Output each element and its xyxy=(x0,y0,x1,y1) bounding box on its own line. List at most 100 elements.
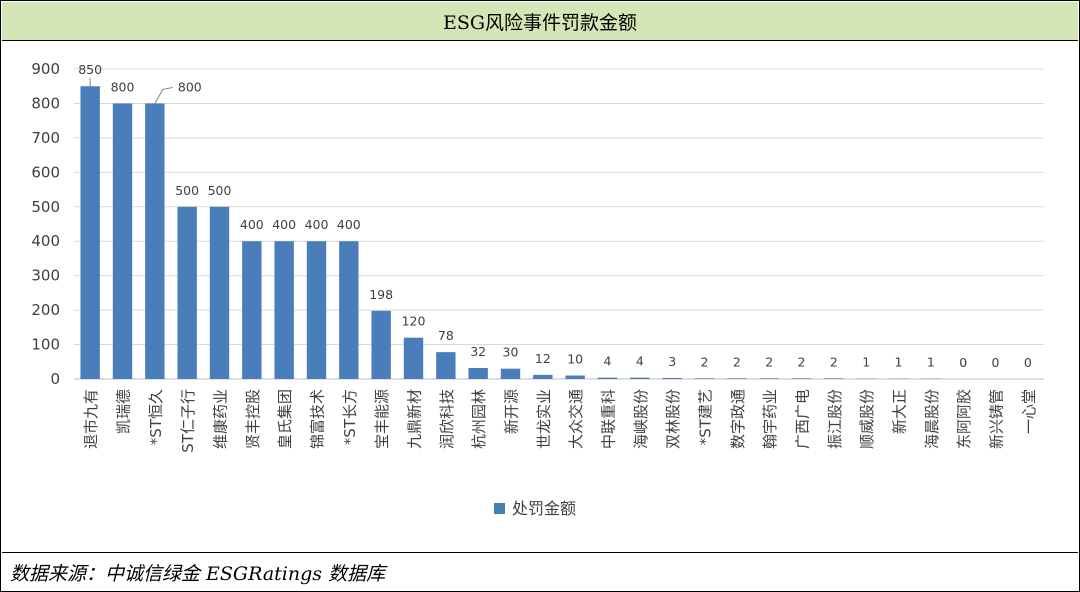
y-tick-label: 600 xyxy=(31,163,60,181)
bar xyxy=(791,378,812,379)
bar xyxy=(468,367,488,379)
x-category-label: 退市九有 xyxy=(82,389,100,449)
y-tick-label: 700 xyxy=(31,129,60,147)
data-label: 2 xyxy=(733,354,741,369)
data-label: 2 xyxy=(701,354,709,369)
data-label-leader xyxy=(154,86,173,104)
x-category-label: 海峡股份 xyxy=(632,389,650,449)
y-tick-label: 200 xyxy=(31,301,60,319)
x-category-label: 一心堂 xyxy=(1020,389,1038,434)
bar xyxy=(759,378,779,379)
bar xyxy=(630,377,650,379)
data-label: 2 xyxy=(765,354,773,369)
data-label: 2 xyxy=(798,354,806,369)
data-label: 400 xyxy=(337,217,361,232)
x-category-label: 新兴铸管 xyxy=(988,389,1006,449)
data-source-note: 数据来源：中诚信绿金 ESGRatings 数据库 xyxy=(2,552,1078,591)
y-tick-label: 0 xyxy=(50,370,60,388)
data-label: 120 xyxy=(402,314,426,329)
x-category-label: 世龙实业 xyxy=(535,389,553,449)
x-category-label: 维康药业 xyxy=(212,389,230,449)
bar xyxy=(727,378,747,379)
x-category-label: 大众交通 xyxy=(567,389,585,449)
x-category-label: 广西广电 xyxy=(794,389,812,449)
data-label: 198 xyxy=(369,287,393,302)
data-label: 78 xyxy=(438,328,454,343)
x-category-label: 皇氏集团 xyxy=(276,389,294,449)
y-tick-label: 900 xyxy=(31,60,60,78)
data-label: 30 xyxy=(503,345,519,360)
x-category-label: 新大正 xyxy=(891,389,909,434)
x-category-label: 双林股份 xyxy=(664,389,682,449)
x-category-label: *ST恒久 xyxy=(147,389,165,445)
x-category-label: 东阿阿胶 xyxy=(955,389,973,449)
x-category-label: 润欣科技 xyxy=(438,389,456,449)
x-category-label: 凯瑞德 xyxy=(115,389,133,434)
legend-label: 处罚金额 xyxy=(512,499,576,518)
x-category-label: 九鼎新材 xyxy=(406,389,424,449)
data-label: 0 xyxy=(959,355,967,370)
data-label: 500 xyxy=(175,183,199,198)
bar xyxy=(824,378,844,379)
data-label: 1 xyxy=(862,355,870,370)
x-category-label: *ST长方 xyxy=(341,389,359,445)
y-tick-label: 100 xyxy=(31,336,60,354)
data-label: 400 xyxy=(240,217,264,232)
data-label: 10 xyxy=(567,352,583,367)
data-label: 3 xyxy=(668,354,676,369)
x-category-label: 翰宇药业 xyxy=(761,389,779,449)
data-label: 2 xyxy=(830,354,838,369)
x-category-label: 杭州园林 xyxy=(470,389,488,449)
y-tick-label: 500 xyxy=(31,198,60,216)
x-category-label: 中联重科 xyxy=(600,389,618,449)
bar xyxy=(565,375,585,379)
x-category-label: ST仁子行 xyxy=(179,389,197,453)
x-category-label: 数字政通 xyxy=(729,389,747,449)
bar xyxy=(371,310,391,379)
bar xyxy=(177,206,197,379)
chart-title: ESG风险事件罚款金额 xyxy=(2,2,1078,41)
y-tick-label: 800 xyxy=(31,94,60,112)
bar xyxy=(80,86,100,379)
y-tick-label: 300 xyxy=(31,267,60,285)
data-label: 800 xyxy=(111,79,135,94)
data-label: 1 xyxy=(895,355,903,370)
bar xyxy=(112,103,133,379)
bar xyxy=(403,337,424,379)
bar xyxy=(339,241,359,379)
x-category-label: 海晨股份 xyxy=(923,389,941,449)
data-label: 32 xyxy=(470,344,486,359)
x-category-label: 顺威股份 xyxy=(858,389,876,449)
data-label: 400 xyxy=(305,217,329,232)
bar xyxy=(145,103,165,379)
x-category-label: 锦富技术 xyxy=(309,389,327,449)
legend-swatch xyxy=(494,503,505,514)
bar xyxy=(533,374,553,379)
x-category-label: *ST建艺 xyxy=(697,389,715,445)
data-label: 1 xyxy=(927,355,935,370)
chart-area: 0 100 200 300 400 500 600 700 800 900 850 退市九有 800 凯瑞… xyxy=(2,41,1078,551)
x-category-label: 宝丰能源 xyxy=(373,389,391,449)
bar xyxy=(662,377,682,379)
x-category-label: 贤丰控股 xyxy=(244,389,262,449)
bar xyxy=(274,241,294,379)
data-label: 850 xyxy=(78,62,102,77)
bar xyxy=(209,206,230,379)
data-label: 400 xyxy=(272,217,296,232)
data-label: 4 xyxy=(604,354,612,369)
data-label: 0 xyxy=(1024,355,1032,370)
y-tick-label: 400 xyxy=(31,232,60,250)
bar xyxy=(436,352,456,379)
bar xyxy=(500,368,521,379)
bar xyxy=(597,377,618,379)
data-label: 0 xyxy=(992,355,1000,370)
x-category-label: 振江股份 xyxy=(826,389,844,449)
bar xyxy=(306,241,327,379)
data-label: 800 xyxy=(178,79,202,94)
data-label: 12 xyxy=(535,351,551,366)
bar xyxy=(242,241,262,379)
x-category-label: 新开源 xyxy=(503,389,521,434)
bar xyxy=(694,378,715,379)
